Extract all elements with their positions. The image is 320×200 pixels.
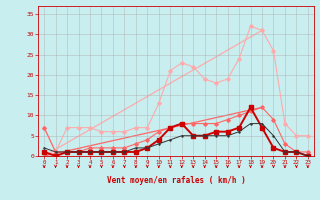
X-axis label: Vent moyen/en rafales ( km/h ): Vent moyen/en rafales ( km/h ): [107, 176, 245, 185]
